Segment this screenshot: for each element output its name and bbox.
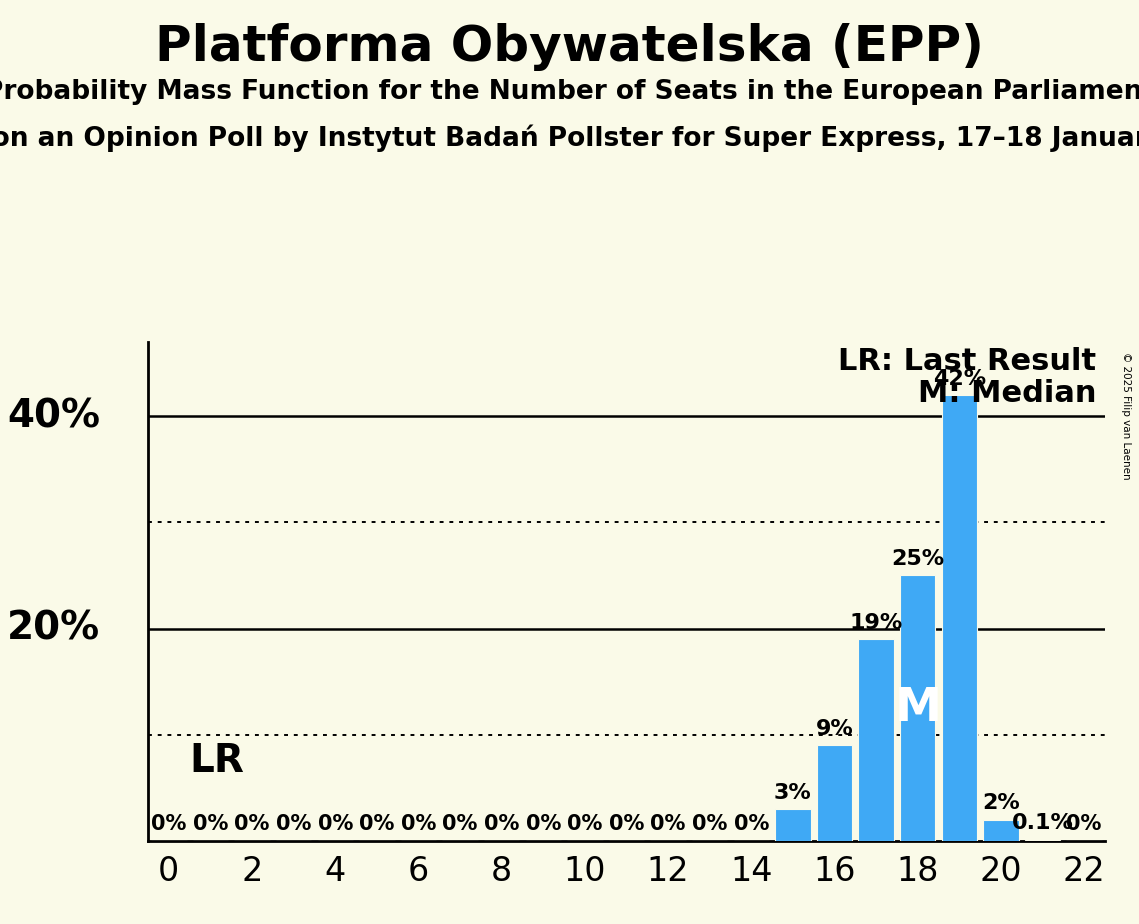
Text: 19%: 19%: [850, 613, 903, 633]
Text: 0%: 0%: [276, 814, 311, 834]
Text: 0%: 0%: [567, 814, 603, 834]
Text: 25%: 25%: [891, 549, 944, 569]
Text: 0%: 0%: [442, 814, 477, 834]
Text: M: Median: M: Median: [918, 379, 1097, 408]
Bar: [776, 809, 811, 841]
Bar: [817, 746, 852, 841]
Text: Platforma Obywatelska (EPP): Platforma Obywatelska (EPP): [155, 23, 984, 71]
Bar: [900, 576, 935, 841]
Text: LR: Last Result: LR: Last Result: [838, 347, 1097, 376]
Text: 0.1%: 0.1%: [1011, 813, 1073, 833]
Text: 2%: 2%: [982, 793, 1019, 813]
Bar: [942, 395, 977, 841]
Text: 40%: 40%: [7, 397, 100, 435]
Text: Based on an Opinion Poll by Instytut Badań Pollster for Super Express, 17–18 Jan: Based on an Opinion Poll by Instytut Bad…: [0, 125, 1139, 152]
Text: 0%: 0%: [151, 814, 187, 834]
Bar: [859, 639, 894, 841]
Text: 0%: 0%: [650, 814, 686, 834]
Text: LR: LR: [190, 742, 245, 780]
Text: 0%: 0%: [608, 814, 645, 834]
Text: 0%: 0%: [192, 814, 228, 834]
Text: 0%: 0%: [359, 814, 394, 834]
Text: 20%: 20%: [7, 610, 100, 648]
Text: 0%: 0%: [525, 814, 560, 834]
Text: Probability Mass Function for the Number of Seats in the European Parliament: Probability Mass Function for the Number…: [0, 79, 1139, 104]
Text: 0%: 0%: [484, 814, 519, 834]
Text: 9%: 9%: [816, 719, 853, 739]
Text: 42%: 42%: [933, 369, 985, 389]
Text: 0%: 0%: [1066, 814, 1101, 834]
Text: M: M: [894, 686, 941, 731]
Bar: [983, 820, 1018, 841]
Text: 0%: 0%: [401, 814, 436, 834]
Text: 0%: 0%: [235, 814, 270, 834]
Text: 0%: 0%: [734, 814, 769, 834]
Text: © 2025 Filip van Laenen: © 2025 Filip van Laenen: [1121, 352, 1131, 480]
Text: 0%: 0%: [693, 814, 728, 834]
Bar: [1025, 840, 1060, 841]
Text: 3%: 3%: [775, 783, 812, 803]
Text: 0%: 0%: [318, 814, 353, 834]
